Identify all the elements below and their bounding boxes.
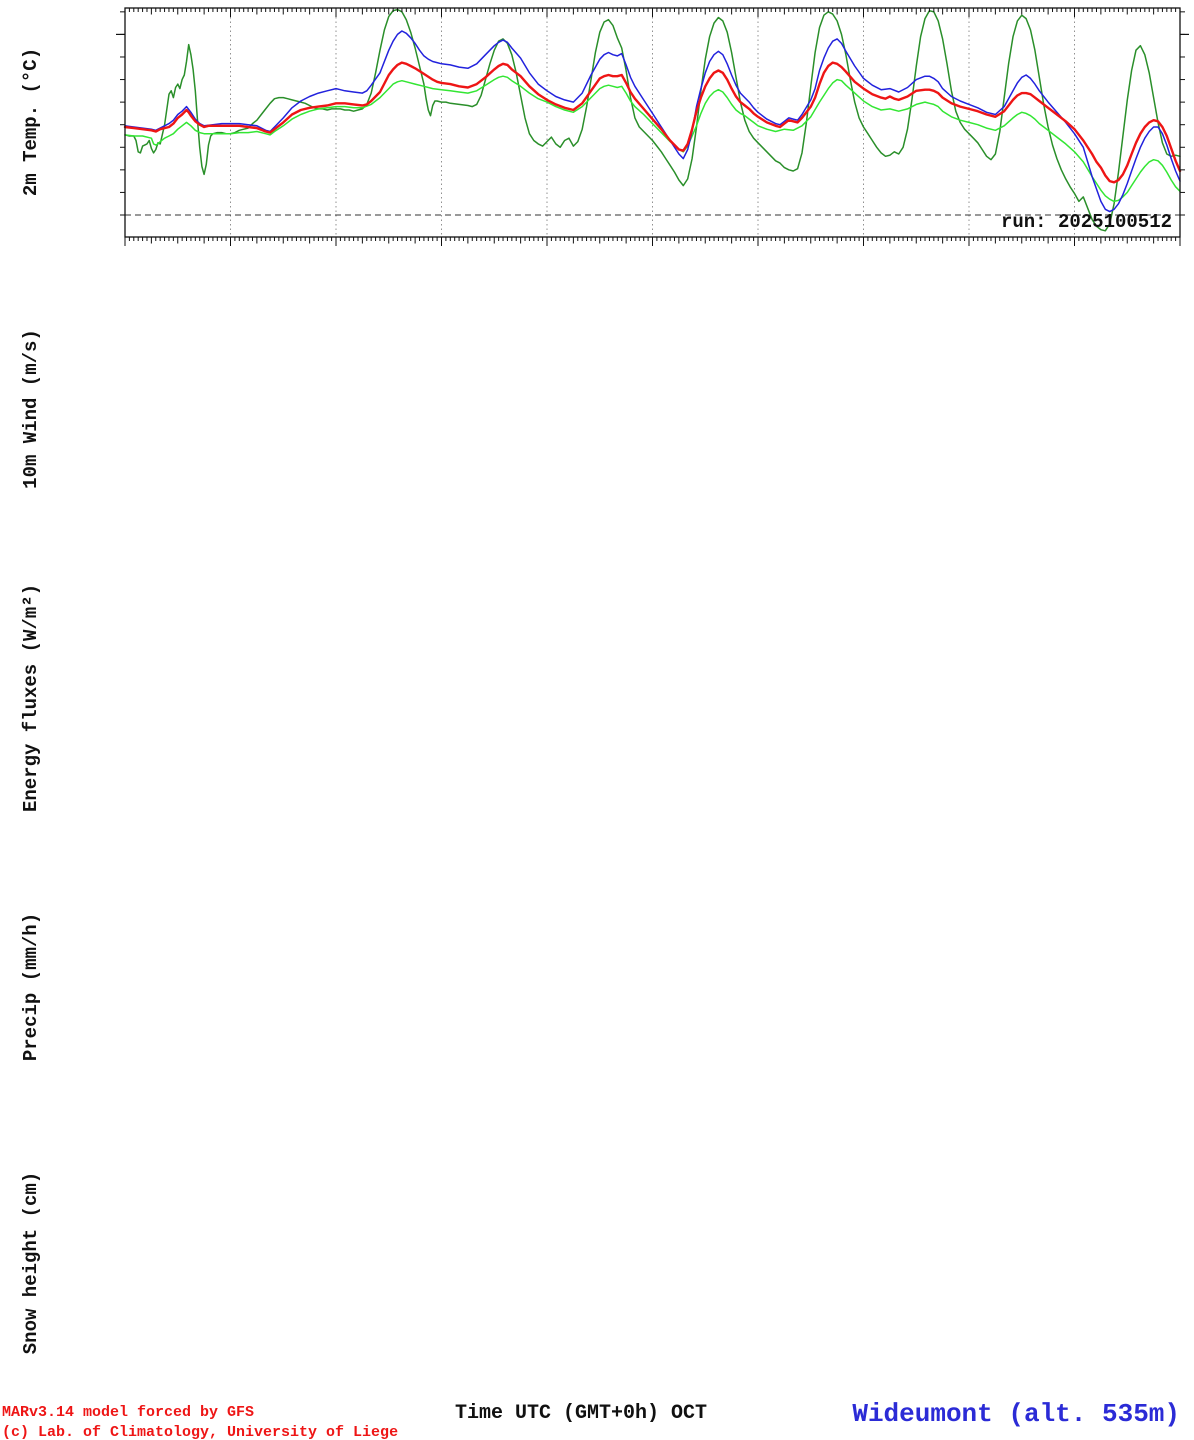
series-humidex bbox=[124, 30, 1181, 213]
series-temperature bbox=[123, 61, 1182, 184]
series-vigne-temp bbox=[124, 8, 1181, 232]
